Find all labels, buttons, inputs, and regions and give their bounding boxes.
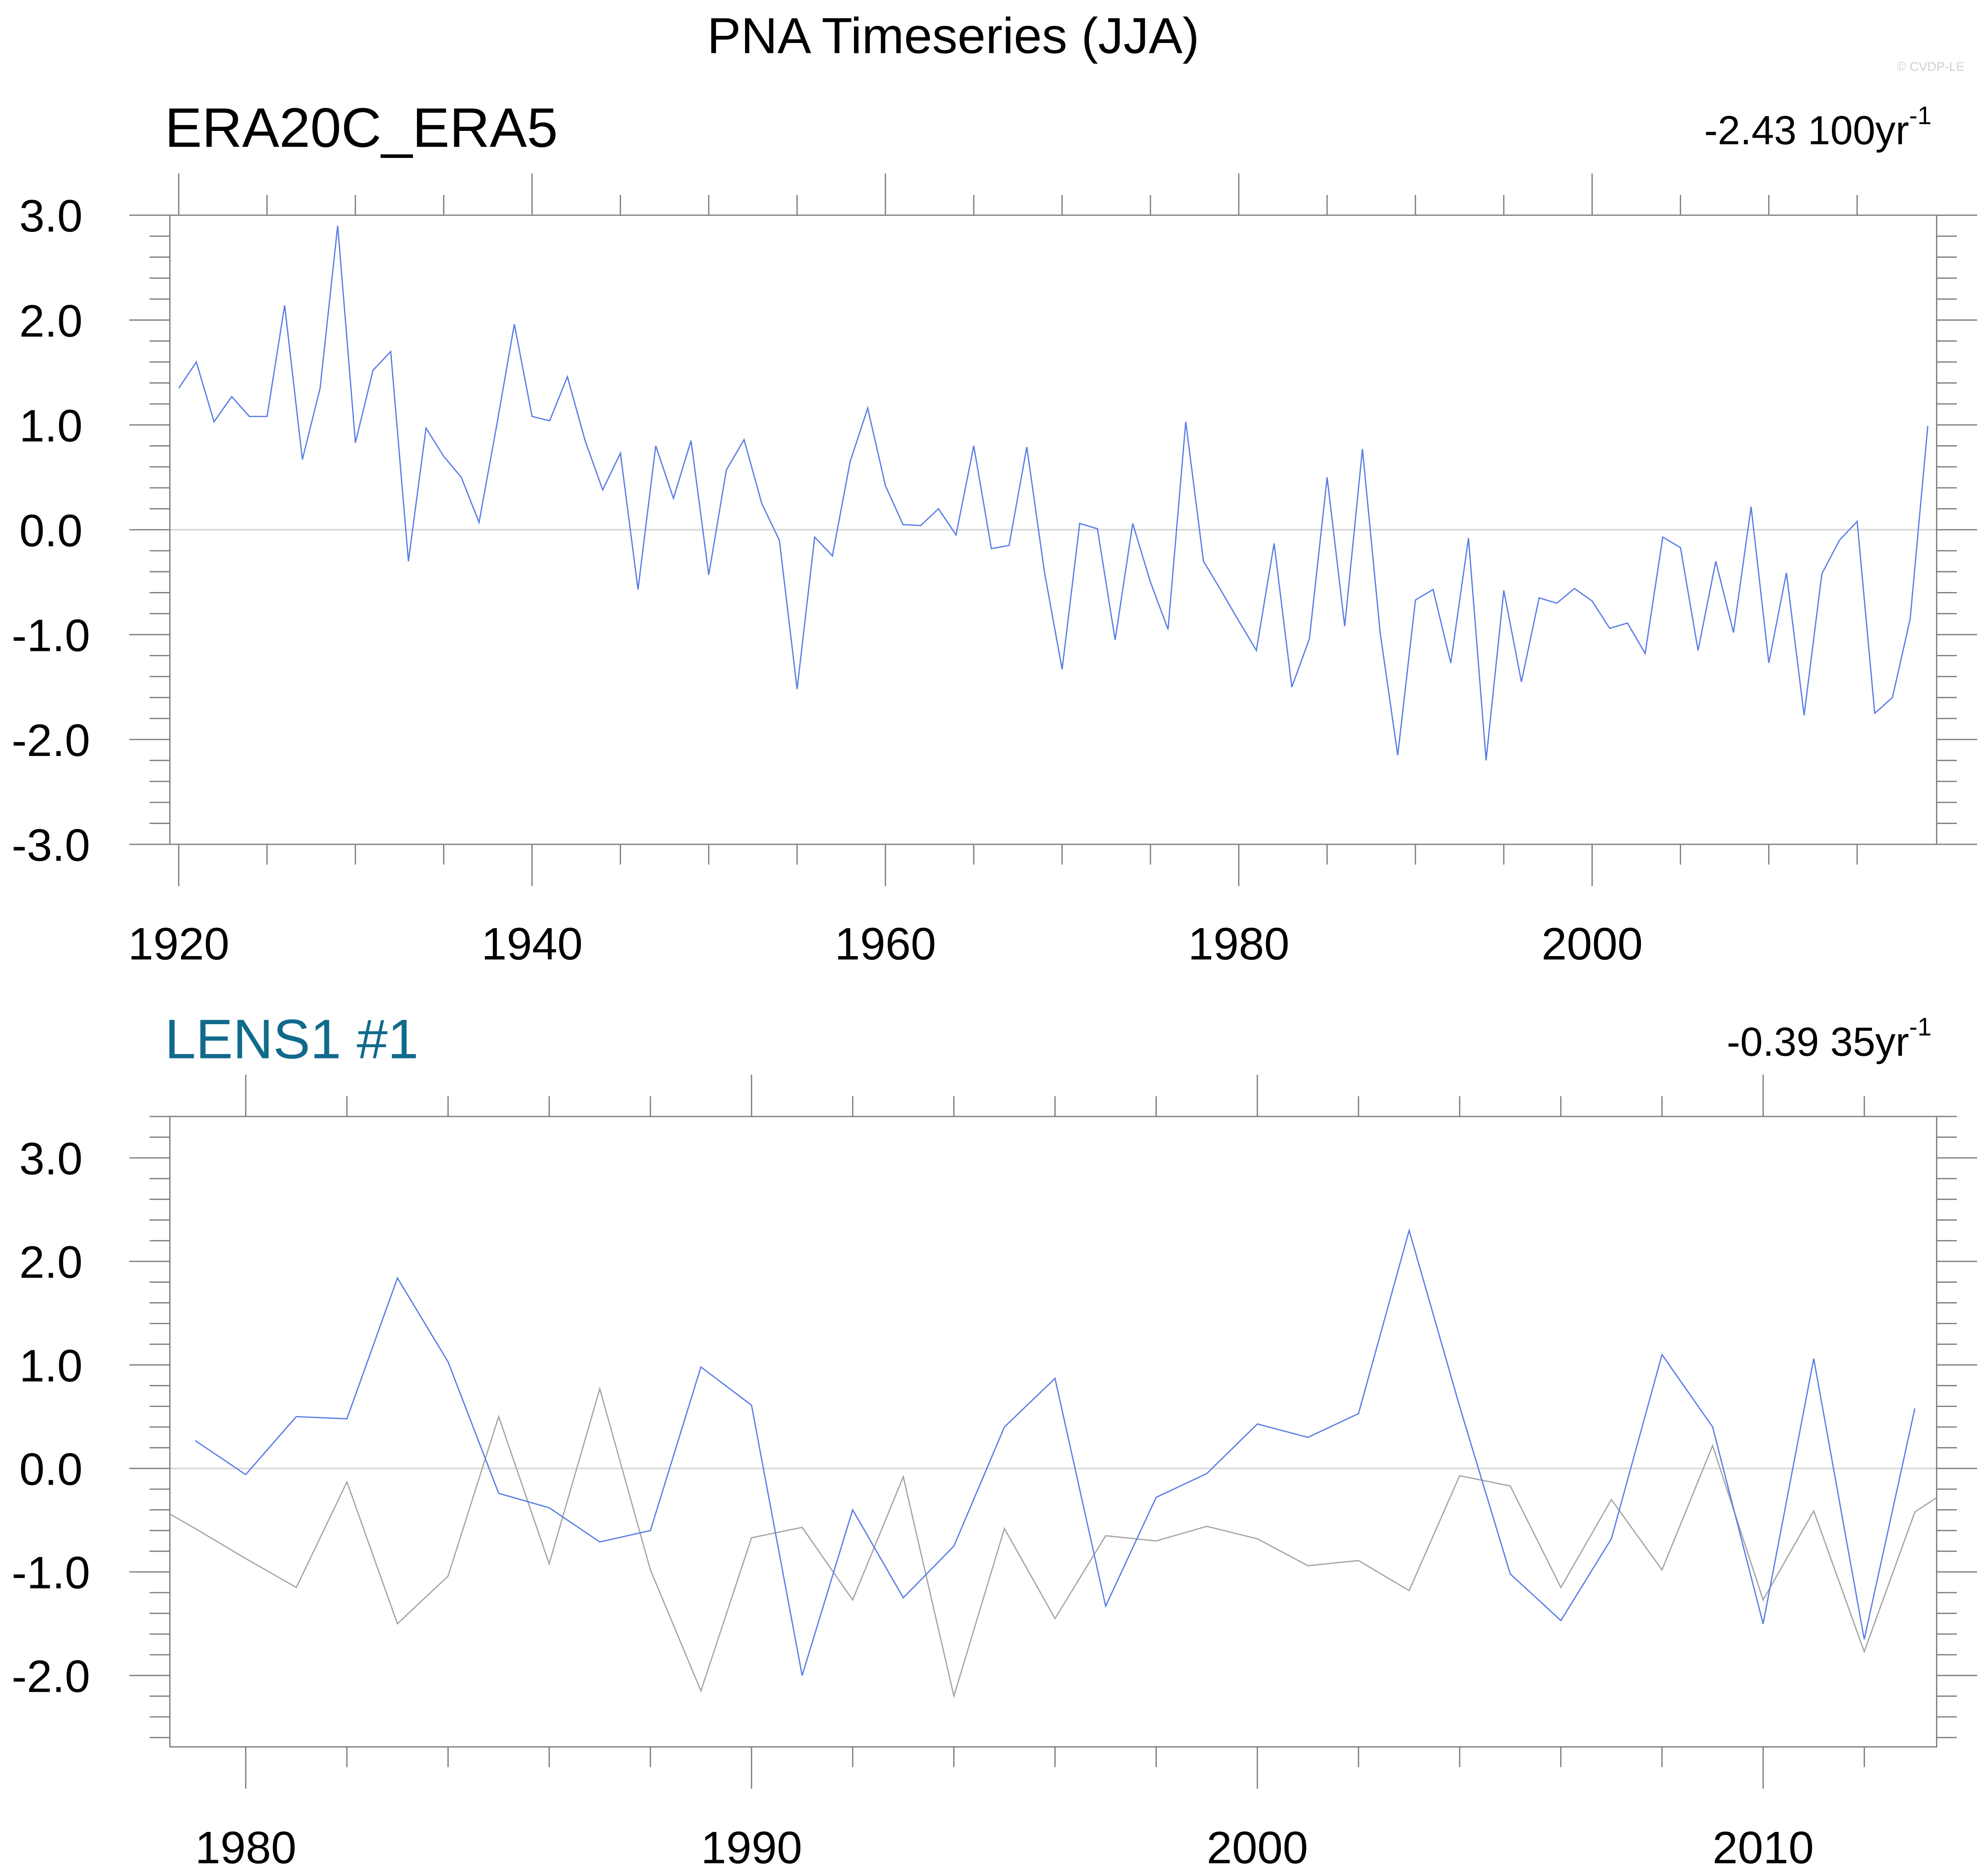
y-tick-label: -2.0	[12, 1651, 90, 1702]
series-line-era20c-era5	[170, 1386, 1937, 1699]
x-tick-label: 2000	[1207, 1822, 1308, 1873]
y-tick-label: 0.0	[19, 505, 82, 556]
panel-right-title: -0.39 35yr-1	[1727, 1013, 1932, 1064]
x-tick-label: 1920	[128, 919, 230, 970]
panel-left-title: ERA20C_ERA5	[165, 96, 558, 159]
y-tick-label: 3.0	[19, 1134, 82, 1184]
y-tick-label: 1.0	[19, 400, 82, 451]
panel-left-title: LENS1 #1	[165, 1008, 418, 1070]
y-tick-label: 0.0	[19, 1444, 82, 1495]
y-tick-label: 2.0	[19, 1237, 82, 1288]
y-tick-label: -1.0	[12, 610, 90, 661]
figure-title: PNA Timeseries (JJA)	[707, 8, 1199, 64]
y-tick-label: 1.0	[19, 1340, 82, 1391]
plot-frame	[169, 1116, 1937, 1748]
panel-right-title: -2.43 100yr-1	[1704, 101, 1932, 153]
series-line-era20c-era5	[178, 226, 1929, 761]
x-tick-label: 2010	[1713, 1822, 1814, 1873]
x-tick-label: 2000	[1541, 919, 1643, 970]
x-tick-label: 1990	[701, 1822, 802, 1873]
x-tick-label: 1980	[1188, 919, 1290, 970]
x-tick-label: 1980	[195, 1822, 296, 1873]
panel-1: 1920 1940 1960 1980 2000 3.0 2.0 1.0 0.0 -1.0 -2.0…	[12, 96, 1977, 970]
panel-2: 1980 1990 2000 2010 3.0 2.0 1.0 0.0 -1.0 -2.0 LENS…	[12, 1008, 1977, 1873]
x-tick-label: 1940	[481, 919, 583, 970]
watermark: © CVDP-LE	[1897, 59, 1964, 74]
x-tick-label: 1960	[835, 919, 936, 970]
y-tick-label: 3.0	[19, 191, 82, 242]
y-tick-label: -1.0	[12, 1547, 90, 1598]
y-tick-label: -3.0	[12, 820, 90, 871]
series-line-lens1-1	[195, 1228, 1916, 1676]
y-tick-label: 2.0	[19, 296, 82, 347]
y-tick-label: -2.0	[12, 715, 90, 766]
